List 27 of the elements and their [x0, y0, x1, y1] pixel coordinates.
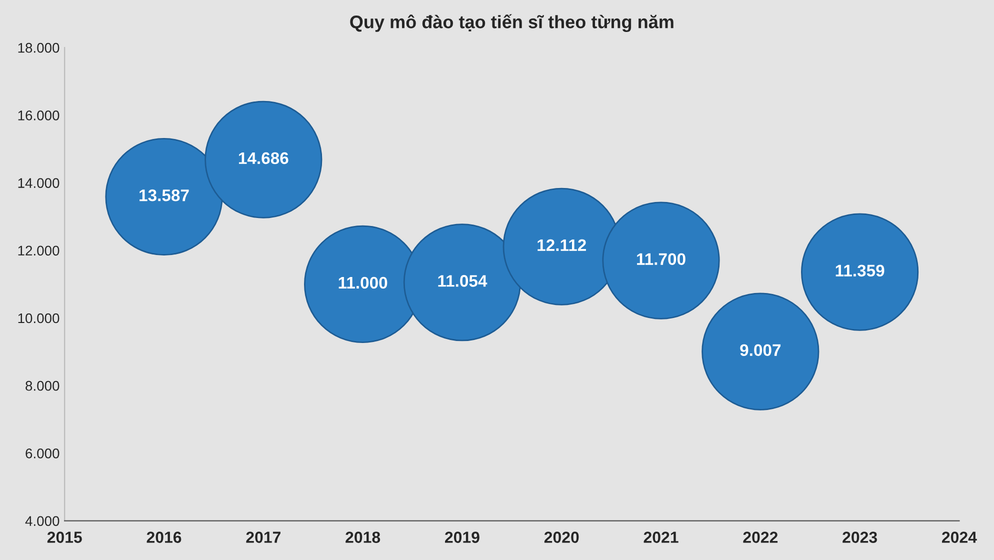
data-label: 11.000: [338, 276, 388, 289]
x-tick-label: 2016: [146, 532, 182, 543]
y-tick-label: 4.000: [25, 516, 60, 526]
y-tick-label: 6.000: [26, 448, 60, 458]
x-tick-label: 2023: [842, 532, 877, 543]
data-label: 13.587: [140, 189, 189, 202]
data-label: 11.359: [836, 264, 884, 277]
data-label: 14.686: [238, 152, 288, 164]
x-tick-label: 2021: [644, 532, 678, 543]
x-tick-label: 2018: [346, 532, 380, 543]
y-tick-label: 18.000: [18, 42, 60, 53]
x-tick-label: 2020: [544, 532, 579, 543]
data-label: 11.700: [637, 253, 686, 266]
chart-title: Quy mô đào tạo tiến sĩ theo từng năm: [350, 14, 674, 32]
data-label: 9.007: [740, 344, 781, 356]
y-tick-label: 16.000: [18, 110, 60, 120]
y-tick-label: 14.000: [18, 178, 60, 188]
x-tick-label: 2024: [942, 532, 977, 543]
x-tick-label: 2017: [246, 532, 280, 543]
x-tick-label: 2015: [47, 532, 82, 543]
y-tick-label: 12.000: [18, 246, 60, 256]
data-label: 11.054: [438, 275, 488, 287]
x-tick-label: 2019: [445, 532, 480, 543]
x-tick-label: 2022: [743, 532, 778, 543]
data-label: 12.112: [538, 239, 586, 251]
y-tick-label: 8.000: [26, 380, 60, 391]
y-tick-label: 10.000: [18, 313, 60, 324]
